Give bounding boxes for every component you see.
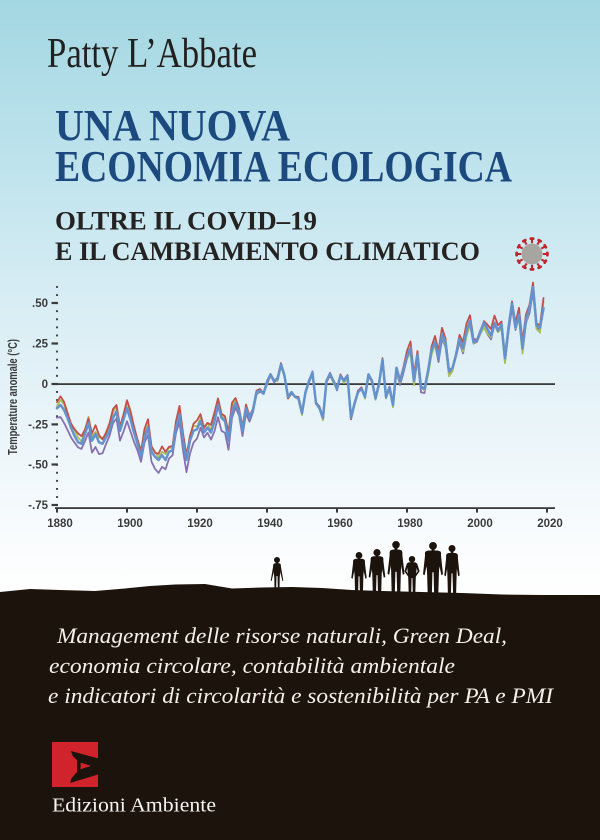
svg-text:e indicatori di circolarità e: e indicatori di circolarità e sostenibil… — [48, 683, 555, 708]
svg-text:Temperature anomale (°C): Temperature anomale (°C) — [6, 339, 20, 455]
svg-text:economia circolare, contabilit: economia circolare, contabilità ambienta… — [49, 653, 455, 678]
svg-text:1900: 1900 — [117, 518, 143, 530]
svg-text:1880: 1880 — [47, 518, 73, 530]
svg-text:Edizioni Ambiente: Edizioni Ambiente — [52, 795, 216, 817]
svg-text:1940: 1940 — [257, 518, 283, 530]
svg-text:E IL CAMBIAMENTO CLIMATICO: E IL CAMBIAMENTO CLIMATICO — [55, 237, 480, 266]
svg-text:Management delle risorse natur: Management delle risorse naturali, Green… — [56, 623, 507, 648]
svg-text:OLTRE IL COVID–19: OLTRE IL COVID–19 — [55, 207, 317, 236]
svg-text:1920: 1920 — [187, 518, 213, 530]
svg-text:.50: .50 — [32, 298, 48, 310]
svg-text:0: 0 — [42, 379, 48, 391]
svg-text:2020: 2020 — [537, 518, 563, 530]
svg-text:2000: 2000 — [467, 518, 493, 530]
svg-text:.25: .25 — [32, 339, 49, 351]
svg-text:-.25: -.25 — [28, 419, 48, 431]
svg-text:Patty L’Abbate: Patty L’Abbate — [47, 31, 257, 77]
svg-text:UNA NUOVA: UNA NUOVA — [55, 101, 290, 150]
svg-text:-.50: -.50 — [28, 460, 48, 472]
svg-text:ECONOMIA ECOLOGICA: ECONOMIA ECOLOGICA — [55, 142, 512, 191]
svg-text:1980: 1980 — [397, 518, 423, 530]
svg-text:-.75: -.75 — [28, 500, 48, 512]
svg-text:1960: 1960 — [327, 518, 353, 530]
